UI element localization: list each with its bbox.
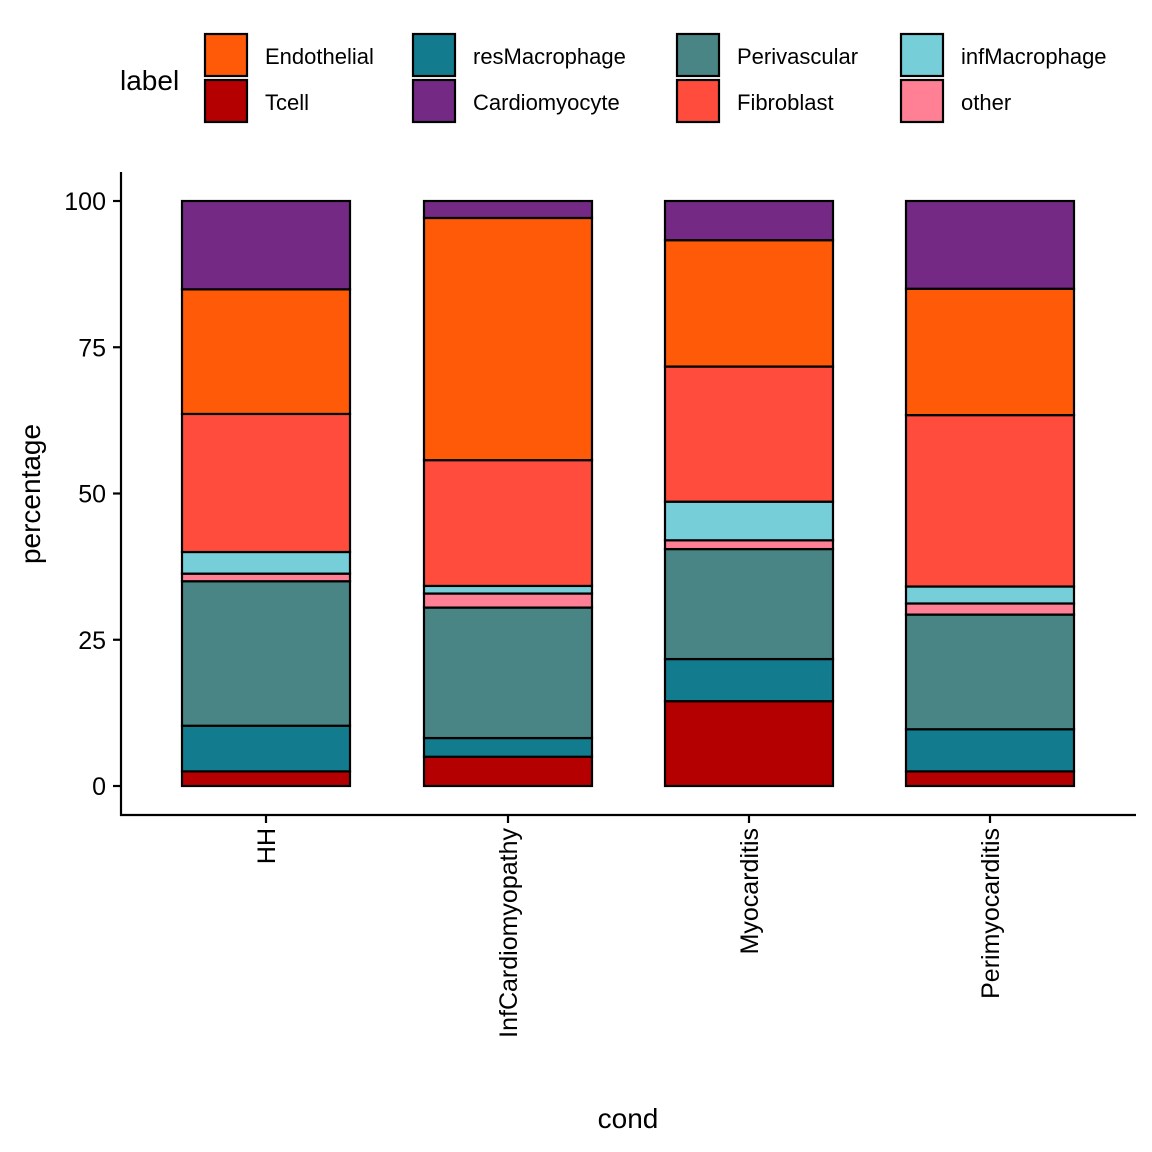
bar-segment-resmacrophage-hh	[180, 724, 352, 773]
legend-key-perivascular	[675, 32, 721, 78]
bar-segment-resmacrophage-myocarditis	[663, 657, 835, 703]
legend-label-infmacrophage: infMacrophage	[961, 44, 1107, 69]
x-tick-label: Myocarditis	[736, 828, 764, 954]
bar-segment-endothelial-myocarditis	[663, 239, 835, 368]
bar-segment-endothelial-infcardiomyopathy	[422, 216, 594, 462]
legend-key-infmacrophage	[899, 32, 945, 78]
bar-segment-other-myocarditis	[663, 539, 835, 551]
y-tick-label: 50	[78, 481, 106, 509]
bar-segment-endothelial-hh	[180, 288, 352, 416]
y-tick-label: 75	[78, 334, 106, 362]
bar-segment-tcell-hh	[180, 770, 352, 788]
x-ticks: HH InfCardiomyopathy Myocarditis Perimyocar…	[253, 815, 1005, 1038]
x-tick-label: InfCardiomyopathy	[495, 828, 523, 1038]
legend-key-cardiomyocyte	[411, 78, 457, 124]
legend-label-cardiomyocyte: Cardiomyocyte	[473, 90, 620, 115]
bar-segment-resmacrophage-perimyocarditis	[904, 728, 1076, 773]
bar-segment-infmacrophage-perimyocarditis	[904, 585, 1076, 605]
bar-segment-fibroblast-perimyocarditis	[904, 414, 1076, 588]
bar-segment-cardiomyocyte-myocarditis	[663, 199, 835, 242]
bar-segment-tcell-myocarditis	[663, 700, 835, 788]
legend-key-fibroblast	[675, 78, 721, 124]
legend-label-resmacrophage: resMacrophage	[473, 44, 626, 69]
x-tick-label: Perimyocarditis	[977, 828, 1005, 999]
bar-segment-tcell-perimyocarditis	[904, 770, 1076, 788]
bar-segment-endothelial-perimyocarditis	[904, 287, 1076, 417]
legend-key-resmacrophage	[411, 32, 457, 78]
legend-label-endothelial: Endothelial	[265, 44, 374, 69]
bar-segment-infmacrophage-myocarditis	[663, 500, 835, 542]
bar-segment-fibroblast-infcardiomyopathy	[422, 459, 594, 588]
legend-key-tcell	[203, 78, 249, 124]
bar-segment-resmacrophage-infcardiomyopathy	[422, 736, 594, 758]
bar-segment-infmacrophage-hh	[180, 550, 352, 575]
bar-segment-perivascular-infcardiomyopathy	[422, 606, 594, 740]
bar-segment-perivascular-myocarditis	[663, 547, 835, 661]
bar-segment-cardiomyocyte-infcardiomyopathy	[422, 199, 594, 220]
legend-title: label	[120, 65, 179, 96]
bar-segment-fibroblast-hh	[180, 412, 352, 554]
x-tick-label: HH	[253, 828, 281, 864]
legend-label-tcell: Tcell	[265, 90, 309, 115]
bar-segment-cardiomyocyte-perimyocarditis	[904, 199, 1076, 290]
bar-segment-tcell-infcardiomyopathy	[422, 755, 594, 788]
bar-segment-fibroblast-myocarditis	[663, 365, 835, 503]
legend-label-perivascular: Perivascular	[737, 44, 858, 69]
bar-segment-perivascular-hh	[180, 580, 352, 727]
bar-segment-cardiomyocyte-hh	[180, 199, 352, 291]
legend-key-endothelial	[203, 32, 249, 78]
y-ticks: 0 25 50 75 100	[64, 188, 121, 801]
bar-segment-other-perimyocarditis	[904, 602, 1076, 616]
bar-segment-infmacrophage-infcardiomyopathy	[422, 584, 594, 595]
y-tick-label: 25	[78, 627, 106, 655]
legend-label-fibroblast: Fibroblast	[737, 90, 834, 115]
legend: label Endothelial Tcell resMacrophage Cardi…	[120, 32, 1107, 124]
bar-segment-other-hh	[180, 572, 352, 583]
legend-label-other: other	[961, 90, 1011, 115]
bars	[180, 199, 1076, 788]
x-axis-title: cond	[598, 1103, 659, 1134]
legend-key-other	[899, 78, 945, 124]
y-tick-label: 0	[92, 773, 106, 801]
y-tick-label: 100	[64, 188, 106, 216]
bar-segment-perivascular-perimyocarditis	[904, 613, 1076, 731]
bar-segment-other-infcardiomyopathy	[422, 592, 594, 609]
y-axis-title: percentage	[15, 424, 46, 564]
